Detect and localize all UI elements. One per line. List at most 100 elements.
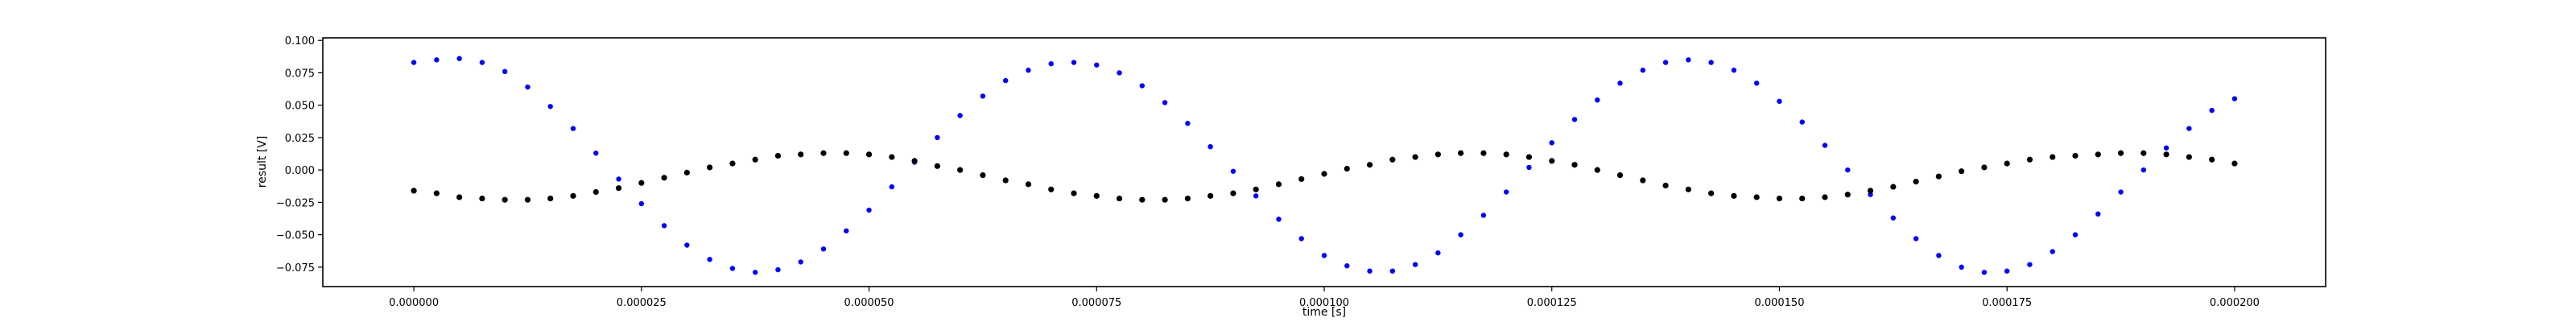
series-2-point	[411, 188, 417, 194]
series-2-point	[1525, 154, 1533, 160]
series-1-point	[2050, 249, 2055, 254]
series-1-point	[661, 223, 667, 229]
series-1-point	[502, 68, 508, 75]
series-1-point	[1002, 77, 1009, 84]
series-1-point	[1344, 263, 1350, 269]
series-2-point	[2072, 152, 2079, 159]
series-2-point	[2026, 156, 2033, 163]
series-1-point	[889, 184, 895, 190]
series-1-point	[1640, 68, 1646, 73]
series-1-point	[957, 113, 963, 118]
series-1-point	[820, 246, 827, 252]
series-2-point	[1844, 192, 1851, 198]
series-1-point	[935, 134, 940, 141]
series-1-point	[1389, 268, 1396, 274]
series-1-point	[2186, 126, 2192, 131]
series-1-point	[570, 126, 576, 131]
series-1-point	[1617, 80, 1623, 86]
series-2-point	[1184, 195, 1191, 202]
series-2-point	[957, 167, 964, 173]
series-2-point	[1321, 171, 1327, 177]
series-2-point	[752, 156, 758, 163]
series-2-point	[1890, 184, 1897, 190]
series-1-point	[2072, 232, 2079, 237]
series-1-point	[1595, 97, 1600, 103]
series-2-point	[820, 150, 827, 156]
series-1-point	[1026, 68, 1031, 73]
series-1-point	[547, 104, 553, 109]
series-2-point	[1435, 151, 1441, 158]
series-1-point	[2163, 145, 2169, 151]
x-axis-ticks: 0.000000 0.000025 0.000050 0.000075 0.000100…	[389, 287, 2260, 309]
series-2-point	[2117, 150, 2124, 156]
series-2-point	[774, 152, 782, 159]
series-1-point	[1526, 164, 1532, 171]
x-tick-label: 0.000075	[1071, 297, 1121, 309]
y-tick-label: 0.000	[285, 165, 315, 177]
series-2-point	[1662, 182, 1669, 189]
series-2-point	[433, 190, 440, 196]
series-1-point	[1071, 60, 1077, 65]
series-1-point	[2027, 262, 2033, 267]
series-2-point	[1959, 168, 1965, 175]
series-2-point	[1139, 196, 1146, 203]
y-tick-label: −0.050	[276, 230, 315, 242]
x-tick-label: 0.000175	[1982, 297, 2032, 309]
series-1-point	[1571, 117, 1578, 122]
series-2-point	[1093, 192, 1100, 199]
series-2-point	[1594, 167, 1600, 173]
series-1-point	[1662, 60, 1669, 65]
series-2-point	[980, 171, 986, 179]
series-2-point	[683, 169, 690, 175]
series-2-point	[1685, 186, 1691, 192]
series-1-point	[707, 257, 712, 262]
series-2-point	[2095, 151, 2101, 158]
series-1-point	[2004, 268, 2010, 274]
series-1-point	[1412, 262, 1418, 267]
series-1-point	[1777, 98, 1782, 105]
series-1-point	[2095, 211, 2101, 217]
series-2-point	[1002, 177, 1009, 184]
series-2-point	[1208, 192, 1214, 199]
series-2-point	[2209, 156, 2215, 163]
x-tick-label: 0.000050	[844, 297, 894, 309]
series-1-point	[1253, 193, 1259, 199]
axes-frame	[322, 37, 2326, 287]
series-2-point	[1731, 192, 1737, 199]
x-axis-label: time [s]	[1302, 306, 1346, 319]
series-2-point	[456, 194, 463, 200]
series-2-point	[1162, 196, 1168, 203]
series-1-point	[434, 57, 440, 63]
series-2-point	[1981, 164, 1988, 171]
series-2-point	[2231, 160, 2238, 167]
series-2-point	[934, 163, 940, 169]
series-1-point	[1868, 192, 1873, 197]
series-1-point	[1276, 217, 1282, 222]
series-2-point	[615, 185, 622, 192]
series-1-point	[411, 60, 417, 65]
series-1-point	[1208, 143, 1213, 150]
series-1-point	[798, 259, 803, 265]
y-axis-ticks: 0.100 0.075 0.050 0.025 0.000 −0.025 −0.050 −0.…	[276, 35, 323, 275]
series-2-point	[1640, 177, 1646, 184]
series-2-point	[1116, 195, 1123, 202]
series-2-point	[1458, 150, 1464, 156]
series-1-point	[1845, 167, 1851, 173]
series-2-point	[1412, 154, 1418, 160]
series-1-point	[1048, 60, 1054, 67]
series-1-point	[866, 207, 872, 213]
series-1-point	[1686, 57, 1691, 63]
series-1-point	[593, 151, 599, 156]
series-1-point	[1799, 119, 1805, 125]
series-2-point	[638, 180, 645, 186]
series-1-point	[1913, 236, 1919, 242]
x-tick-label: 0.000000	[389, 297, 439, 309]
series-2-point	[2163, 151, 2169, 158]
series-2-point	[570, 192, 576, 199]
series-2-point	[1503, 151, 1509, 158]
series-1-point	[1367, 268, 1373, 274]
series-2-point	[1071, 190, 1077, 196]
series-2-point	[592, 188, 599, 196]
